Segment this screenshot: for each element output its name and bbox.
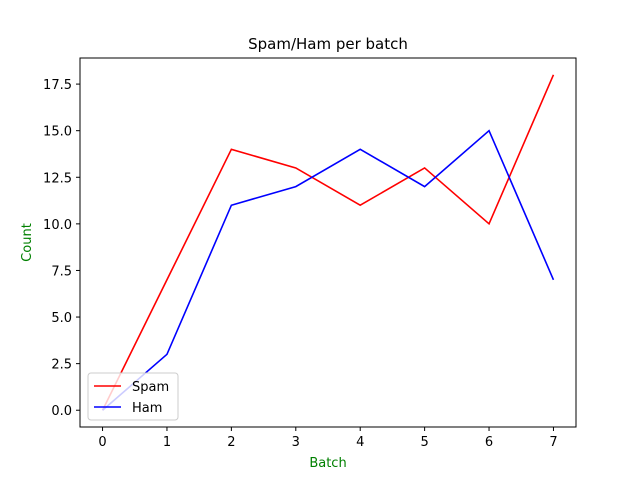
series-line-spam <box>101 74 555 411</box>
y-axis-ticks: 0.0 2.5 5.0 7.5 10.0 12.5 15.0 17.5 <box>43 78 80 419</box>
y-tick-label: 5.0 <box>51 311 72 326</box>
chart-title: Spam/Ham per batch <box>248 35 408 53</box>
x-tick-label: 7 <box>549 435 557 450</box>
y-tick-label: 10.0 <box>43 218 72 233</box>
legend-box <box>87 372 179 421</box>
plot-frame <box>79 57 577 428</box>
x-tick-label: 3 <box>292 435 300 450</box>
x-tick-label: 2 <box>227 435 235 450</box>
y-tick-label: 7.5 <box>51 264 72 279</box>
y-tick-label: 15.0 <box>43 125 72 140</box>
x-axis-ticks: 0 1 2 3 4 5 6 7 <box>98 427 558 450</box>
legend-label-ham: Ham <box>132 401 162 416</box>
legend-label-spam: Spam <box>132 380 169 395</box>
y-tick-label: 12.5 <box>43 171 72 186</box>
x-tick-label: 5 <box>420 435 428 450</box>
x-tick-label: 1 <box>163 435 171 450</box>
legend: Spam Ham <box>87 372 179 421</box>
x-tick-label: 6 <box>485 435 493 450</box>
x-axis-label: Batch <box>309 456 346 471</box>
series-layer <box>101 74 555 411</box>
y-tick-label: 2.5 <box>51 358 72 373</box>
y-tick-label: 0.0 <box>51 404 72 419</box>
series-line-ham <box>102 129 555 411</box>
x-tick-label: 4 <box>356 435 364 450</box>
y-tick-label: 17.5 <box>43 78 72 93</box>
y-axis-label: Count <box>20 223 35 262</box>
x-tick-label: 0 <box>98 435 106 450</box>
